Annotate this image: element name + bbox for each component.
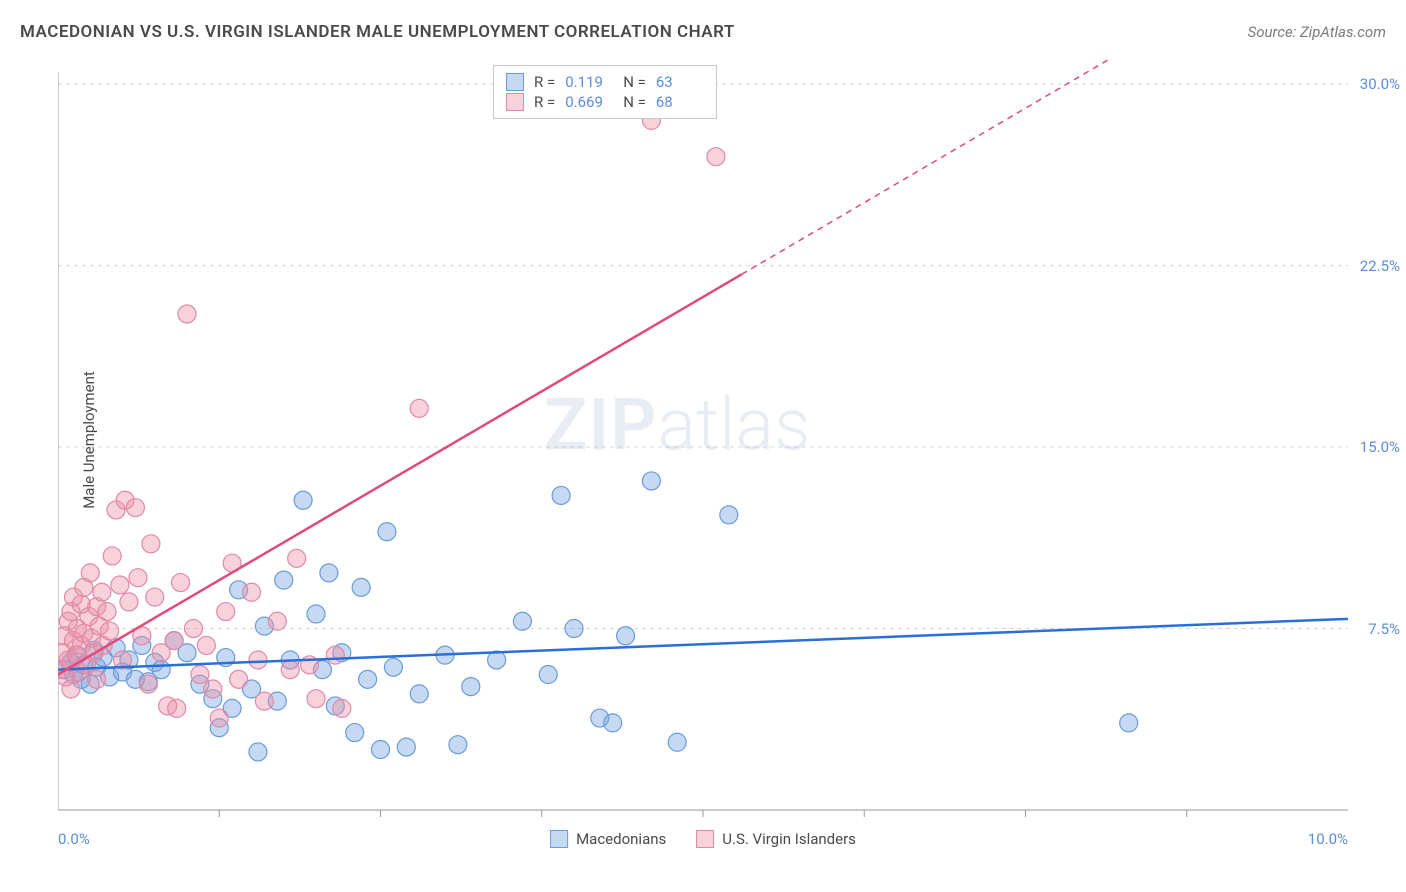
bottom-legend-item: Macedonians xyxy=(550,830,666,848)
legend-label: Macedonians xyxy=(576,830,666,848)
stat-n-label: N = xyxy=(623,73,646,91)
stat-n-label: N = xyxy=(623,93,646,111)
stat-r-label: R = xyxy=(534,73,555,91)
legend-stats-row: R = 0.669 N = 68 xyxy=(506,92,704,112)
legend-swatch xyxy=(696,830,714,848)
stat-n-value: 68 xyxy=(656,93,704,111)
chart-area: Male Unemployment ZIPatlas R = 0.119 N =… xyxy=(58,60,1348,820)
y-tick-label: 22.5% xyxy=(1360,257,1400,275)
source-attribution: Source: ZipAtlas.com xyxy=(1248,23,1386,41)
stat-r-value: 0.669 xyxy=(565,93,613,111)
legend-swatch xyxy=(550,830,568,848)
legend-stats-box: R = 0.119 N = 63 R = 0.669 N = 68 xyxy=(493,65,717,119)
legend-label: U.S. Virgin Islanders xyxy=(722,830,856,848)
scatter-plot xyxy=(58,60,1348,820)
bottom-legend-item: U.S. Virgin Islanders xyxy=(696,830,856,848)
x-tick-label: 10.0% xyxy=(1308,830,1348,848)
bottom-legend: Macedonians U.S. Virgin Islanders xyxy=(550,830,856,848)
legend-swatch xyxy=(506,93,524,111)
chart-title: MACEDONIAN VS U.S. VIRGIN ISLANDER MALE … xyxy=(20,22,735,42)
legend-swatch xyxy=(506,73,524,91)
chart-header: MACEDONIAN VS U.S. VIRGIN ISLANDER MALE … xyxy=(20,22,1386,42)
stat-n-value: 63 xyxy=(656,73,704,91)
y-tick-label: 30.0% xyxy=(1360,75,1400,93)
y-tick-label: 7.5% xyxy=(1368,620,1400,638)
legend-stats-row: R = 0.119 N = 63 xyxy=(506,72,704,92)
stat-r-label: R = xyxy=(534,93,555,111)
stat-r-value: 0.119 xyxy=(565,73,613,91)
y-tick-label: 15.0% xyxy=(1360,438,1400,456)
x-tick-label: 0.0% xyxy=(58,830,90,848)
